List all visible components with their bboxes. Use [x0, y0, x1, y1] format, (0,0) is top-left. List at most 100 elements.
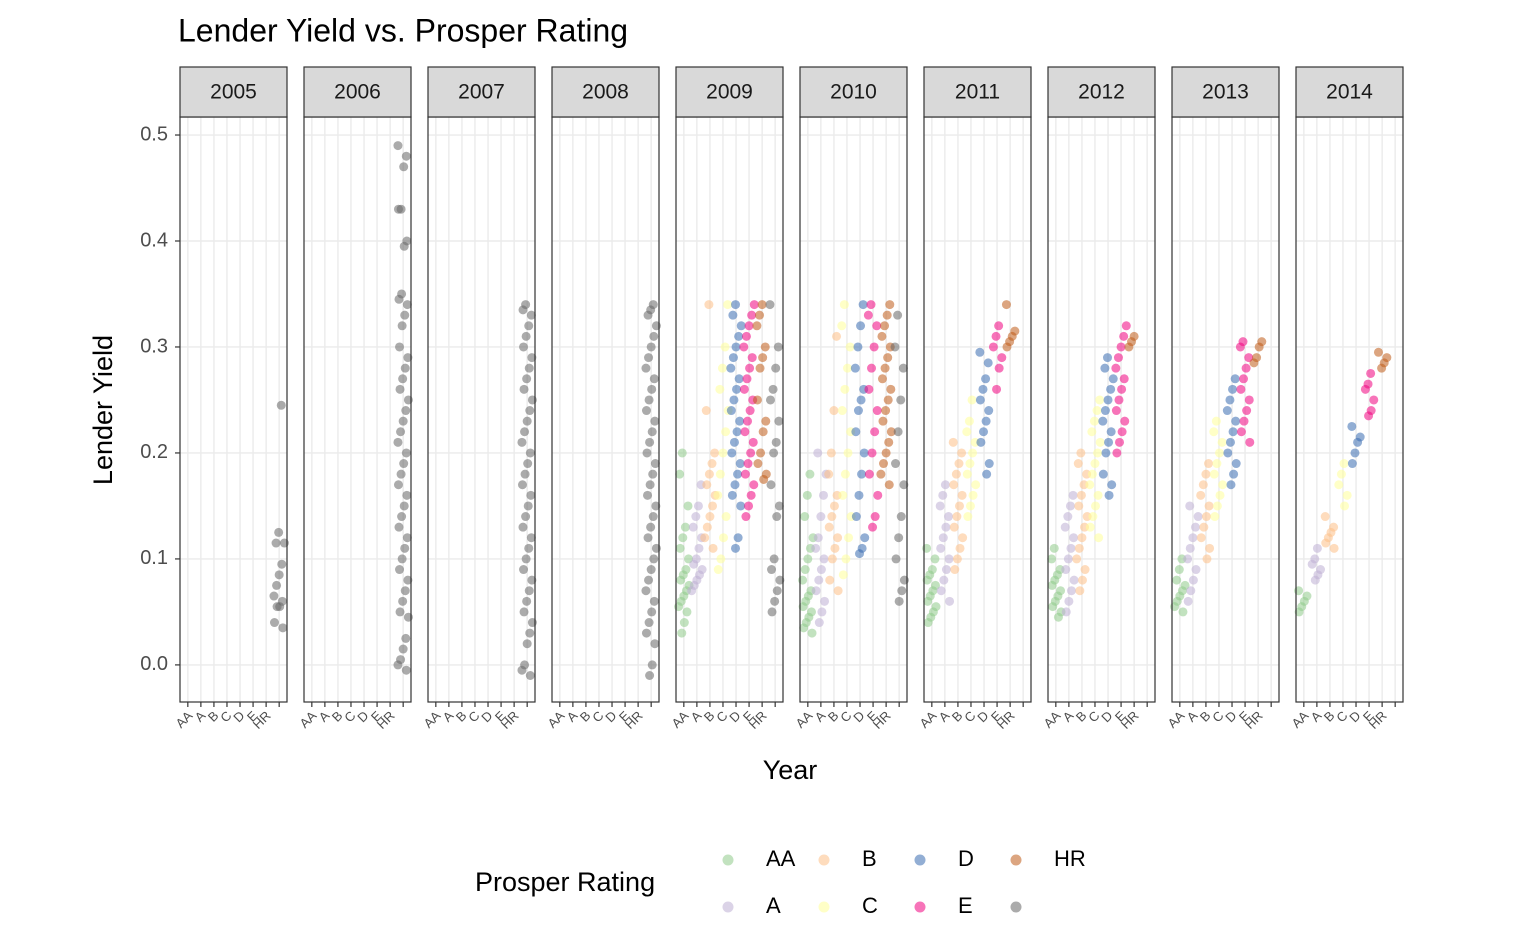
point — [1104, 437, 1114, 447]
point — [527, 353, 537, 363]
point — [733, 469, 743, 479]
chart-title: Lender Yield vs. Prosper Rating — [178, 12, 628, 48]
point — [676, 575, 686, 585]
point — [269, 591, 279, 601]
point — [650, 459, 660, 469]
point — [702, 522, 712, 532]
point — [402, 300, 412, 310]
point — [646, 522, 656, 532]
point — [981, 416, 991, 426]
strip-label: 2013 — [1202, 81, 1249, 104]
point — [1228, 427, 1238, 437]
legend-label: C — [862, 893, 878, 918]
point — [526, 533, 536, 543]
point — [864, 469, 874, 479]
point — [965, 501, 975, 511]
x-tick-label: AA — [173, 708, 196, 731]
point — [731, 342, 741, 352]
point — [1116, 342, 1126, 352]
point — [646, 565, 656, 575]
panel-background — [1296, 117, 1403, 702]
point — [650, 416, 660, 426]
point — [694, 543, 704, 553]
point — [968, 448, 978, 458]
point — [813, 448, 823, 458]
point — [272, 602, 282, 612]
point — [521, 331, 531, 341]
point — [708, 543, 718, 553]
point — [859, 448, 869, 458]
point — [721, 427, 731, 437]
point — [641, 628, 651, 638]
point — [1119, 374, 1129, 384]
point — [774, 416, 784, 426]
point — [732, 384, 742, 394]
point — [726, 406, 736, 416]
point — [524, 363, 534, 373]
point — [1342, 490, 1352, 500]
point — [642, 448, 652, 458]
point — [272, 580, 282, 590]
point — [824, 469, 834, 479]
point — [1074, 543, 1084, 553]
point — [524, 321, 534, 331]
point — [975, 395, 985, 405]
point — [935, 501, 945, 511]
point — [645, 437, 655, 447]
point — [1236, 384, 1246, 394]
point — [883, 353, 893, 363]
point — [649, 374, 659, 384]
legend-key — [1010, 901, 1022, 913]
point — [1001, 300, 1011, 310]
point — [401, 633, 411, 643]
point — [1334, 480, 1344, 490]
point — [1347, 421, 1357, 431]
point — [721, 512, 731, 522]
point — [853, 406, 863, 416]
strip — [1295, 66, 1404, 118]
y-tick-label: 0.2 — [140, 441, 168, 463]
point — [866, 300, 876, 310]
point — [896, 395, 906, 405]
strip — [551, 66, 660, 118]
point — [984, 459, 994, 469]
strip-label: 2005 — [210, 81, 257, 104]
point — [1201, 512, 1211, 522]
point — [845, 342, 855, 352]
point — [820, 596, 830, 606]
point — [1100, 363, 1110, 373]
point — [1172, 575, 1182, 585]
point — [891, 554, 901, 564]
point — [702, 480, 712, 490]
point — [944, 554, 954, 564]
point — [1065, 501, 1075, 511]
point — [882, 310, 892, 320]
point — [771, 363, 781, 373]
point — [761, 416, 771, 426]
point — [1212, 459, 1222, 469]
point — [1360, 384, 1370, 394]
point — [1121, 321, 1131, 331]
point — [829, 406, 839, 416]
point — [716, 554, 726, 564]
point — [950, 565, 960, 575]
point — [397, 554, 407, 564]
point — [1106, 427, 1116, 437]
point — [728, 310, 738, 320]
point — [1119, 331, 1129, 341]
point — [747, 353, 757, 363]
point — [400, 363, 410, 373]
point — [1087, 427, 1097, 437]
legend-key — [818, 854, 830, 866]
point — [396, 469, 406, 479]
point — [1108, 374, 1118, 384]
point — [833, 533, 843, 543]
point — [1294, 607, 1304, 617]
point — [718, 448, 728, 458]
point — [1072, 554, 1082, 564]
legend-key — [722, 854, 734, 866]
point — [647, 384, 657, 394]
legend-key — [914, 854, 926, 866]
point — [968, 490, 978, 500]
point — [1353, 437, 1363, 447]
